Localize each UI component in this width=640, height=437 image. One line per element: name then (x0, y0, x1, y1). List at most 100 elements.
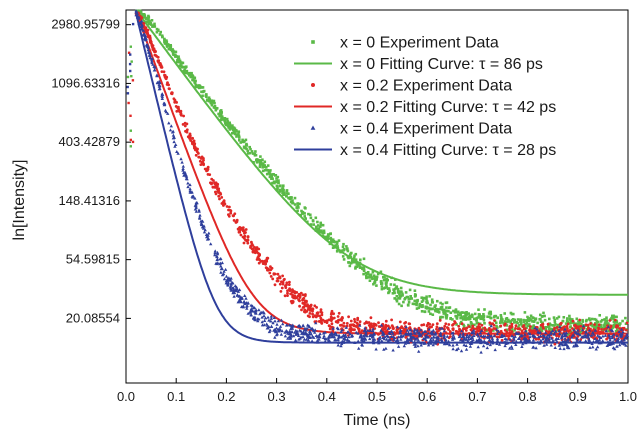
data-point (321, 331, 326, 335)
data-point (365, 272, 369, 276)
data-point (220, 111, 223, 114)
data-point (531, 333, 535, 337)
data-point (355, 325, 359, 329)
data-point (142, 37, 147, 41)
data-point (348, 254, 352, 257)
data-point (135, 14, 140, 18)
data-point (191, 78, 194, 82)
data-point (368, 328, 372, 332)
data-point (143, 33, 147, 37)
data-point (398, 331, 402, 335)
data-point (155, 73, 159, 77)
data-point (205, 237, 210, 241)
data-point (495, 328, 499, 332)
data-point (375, 284, 378, 287)
data-point (339, 344, 343, 348)
data-point (301, 335, 305, 339)
data-point (291, 201, 294, 205)
x-axis: 0.0 0.1 0.2 0.3 0.4 0.5 0.6 0.7 0.8 0.9 1.0 (117, 378, 637, 404)
data-point (431, 343, 435, 347)
data-point (253, 154, 257, 157)
data-point (231, 125, 234, 129)
data-point (174, 50, 178, 54)
data-point (527, 338, 532, 342)
data-point (197, 155, 201, 159)
data-point (276, 279, 280, 283)
data-point (617, 322, 620, 326)
data-point (281, 282, 285, 286)
data-point (557, 329, 561, 333)
data-point (395, 285, 399, 288)
data-point (481, 317, 485, 320)
data-point (441, 302, 444, 306)
data-point (329, 236, 333, 240)
data-point (366, 328, 370, 332)
data-point (334, 244, 337, 247)
data-point (503, 344, 507, 348)
data-point (533, 332, 536, 335)
data-point (225, 117, 229, 121)
data-point (358, 264, 361, 268)
data-point (451, 323, 454, 327)
data-point (159, 30, 162, 34)
data-point (582, 326, 586, 330)
data-point (615, 319, 618, 323)
data-point (278, 190, 282, 193)
data-point (323, 337, 327, 341)
data-point (243, 146, 246, 150)
data-point (536, 330, 540, 334)
data-point (228, 205, 231, 209)
data-point (328, 335, 332, 339)
data-point (433, 340, 437, 344)
data-point (289, 196, 293, 200)
data-point (178, 64, 182, 67)
data-point (197, 208, 201, 212)
data-point (459, 314, 462, 317)
data-point (436, 299, 439, 303)
data-point (573, 330, 577, 334)
data-point (194, 202, 198, 206)
data-point (342, 258, 346, 261)
data-point (466, 337, 471, 341)
data-point (252, 161, 255, 164)
data-point (181, 171, 186, 175)
data-point (142, 32, 147, 36)
data-point (401, 326, 404, 330)
data-point (442, 308, 446, 312)
data-point (465, 313, 469, 316)
data-point (596, 320, 600, 324)
data-point (495, 324, 498, 328)
data-point (527, 340, 532, 344)
data-point (430, 298, 434, 301)
data-point (469, 321, 473, 324)
data-point (398, 320, 402, 324)
data-point (553, 346, 557, 349)
data-point (174, 54, 177, 57)
data-point (295, 206, 298, 209)
data-point (269, 169, 272, 172)
data-point (479, 341, 483, 345)
data-point (603, 322, 607, 325)
data-point (167, 47, 171, 51)
data-point (324, 235, 328, 239)
data-point (248, 310, 252, 314)
data-point (228, 128, 232, 131)
data-point (150, 19, 154, 22)
data-point (152, 25, 155, 28)
data-point (603, 328, 606, 331)
data-point (207, 98, 211, 102)
data-point (249, 308, 253, 312)
data-point (204, 94, 208, 97)
data-point (523, 332, 527, 336)
data-point (157, 79, 161, 83)
data-point (352, 259, 356, 263)
data-point (348, 332, 352, 336)
data-point (301, 330, 306, 334)
data-point (429, 341, 433, 345)
data-point (130, 75, 133, 78)
data-point (607, 322, 610, 326)
data-point (302, 340, 306, 344)
data-point (564, 322, 568, 325)
data-point (358, 320, 362, 324)
